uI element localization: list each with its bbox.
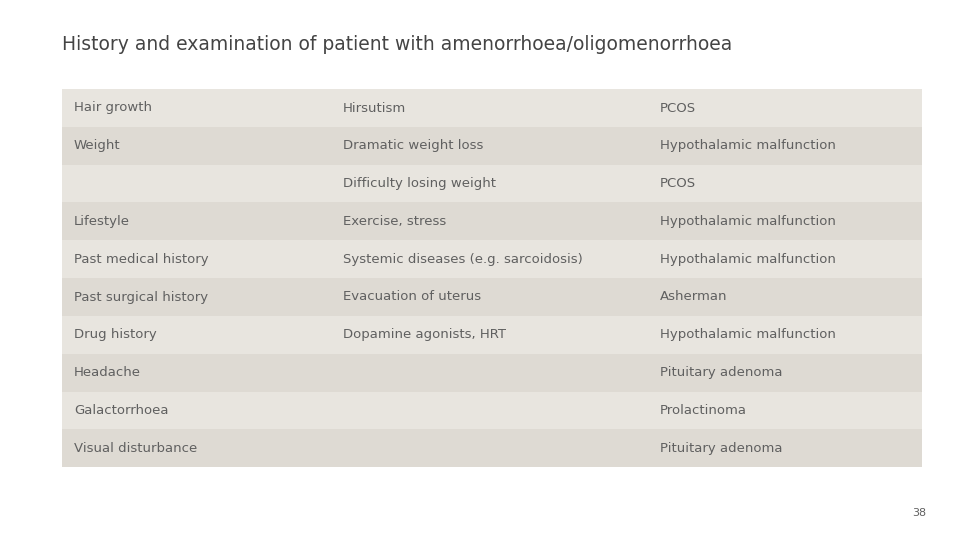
Text: Pituitary adenoma: Pituitary adenoma	[660, 366, 782, 379]
Text: PCOS: PCOS	[660, 177, 696, 190]
Text: Systemic diseases (e.g. sarcoidosis): Systemic diseases (e.g. sarcoidosis)	[343, 253, 583, 266]
Text: Difficulty losing weight: Difficulty losing weight	[343, 177, 495, 190]
Text: Galactorrhoea: Galactorrhoea	[74, 404, 168, 417]
Bar	[62, 202, 922, 240]
Bar	[62, 278, 922, 316]
Bar	[62, 392, 922, 429]
Bar	[62, 429, 922, 467]
Text: Hypothalamic malfunction: Hypothalamic malfunction	[660, 139, 835, 152]
Text: Hair growth: Hair growth	[74, 102, 152, 114]
Bar	[62, 240, 922, 278]
Text: Evacuation of uterus: Evacuation of uterus	[343, 291, 481, 303]
Text: Headache: Headache	[74, 366, 141, 379]
Text: Asherman: Asherman	[660, 291, 727, 303]
Bar	[62, 127, 922, 165]
Text: Lifestyle: Lifestyle	[74, 215, 130, 228]
Text: Visual disturbance: Visual disturbance	[74, 442, 197, 455]
Text: Hypothalamic malfunction: Hypothalamic malfunction	[660, 328, 835, 341]
Bar	[62, 165, 922, 202]
Text: Weight: Weight	[74, 139, 121, 152]
Text: Pituitary adenoma: Pituitary adenoma	[660, 442, 782, 455]
Text: Past surgical history: Past surgical history	[74, 291, 208, 303]
Bar	[62, 89, 922, 127]
Text: Dramatic weight loss: Dramatic weight loss	[343, 139, 483, 152]
Text: PCOS: PCOS	[660, 102, 696, 114]
Text: Prolactinoma: Prolactinoma	[660, 404, 747, 417]
Text: Past medical history: Past medical history	[74, 253, 208, 266]
Text: Exercise, stress: Exercise, stress	[343, 215, 446, 228]
Bar	[62, 354, 922, 391]
Text: Hirsutism: Hirsutism	[343, 102, 406, 114]
Text: History and examination of patient with amenorrhoea/oligomenorrhoea: History and examination of patient with …	[62, 35, 732, 54]
Text: Hypothalamic malfunction: Hypothalamic malfunction	[660, 253, 835, 266]
Text: Hypothalamic malfunction: Hypothalamic malfunction	[660, 215, 835, 228]
Bar	[62, 316, 922, 354]
Text: 38: 38	[912, 508, 926, 518]
Text: Dopamine agonists, HRT: Dopamine agonists, HRT	[343, 328, 506, 341]
Text: Drug history: Drug history	[74, 328, 156, 341]
